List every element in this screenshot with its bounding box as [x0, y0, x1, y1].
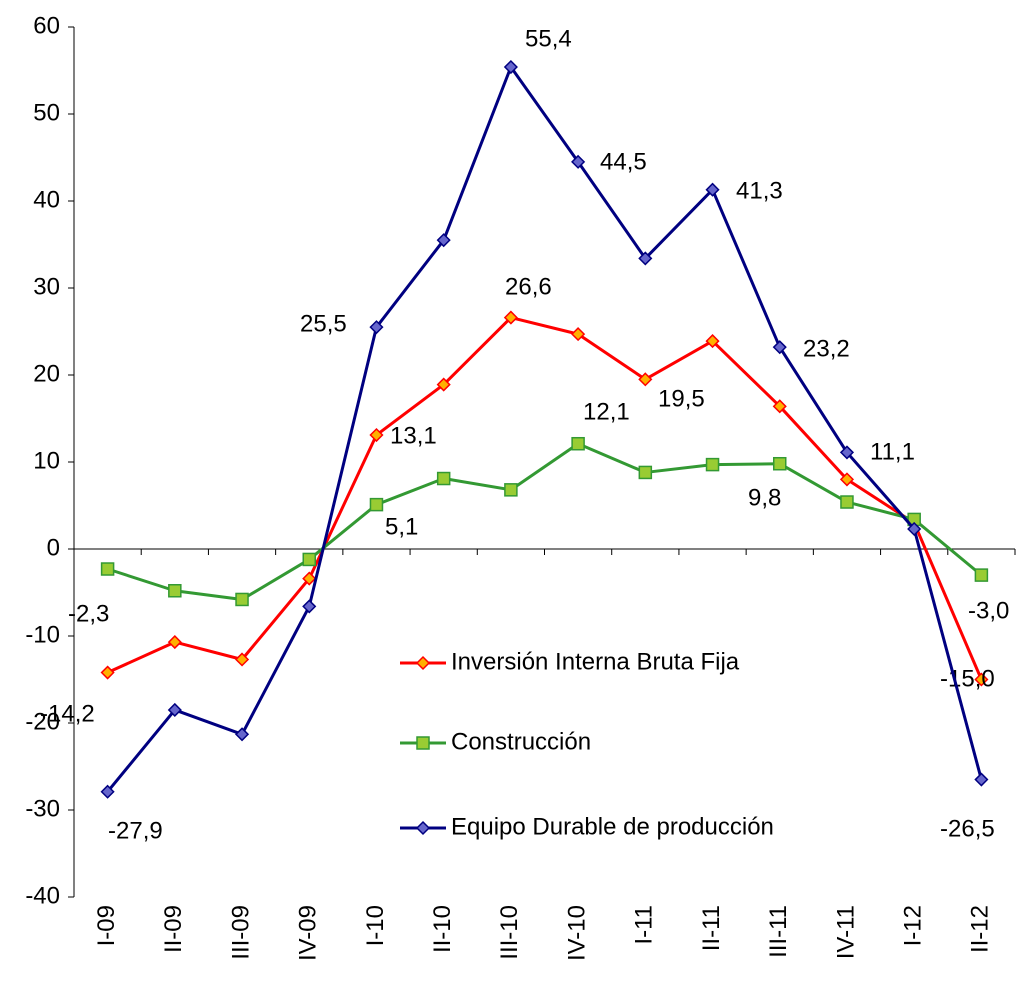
- marker: [839, 472, 855, 487]
- x-tick-label: II-09: [160, 905, 187, 953]
- y-tick-label: -10: [25, 621, 60, 648]
- series-line: [106, 65, 983, 793]
- marker: [974, 568, 989, 582]
- data-label: 5,1: [385, 513, 418, 540]
- data-label: 19,5: [658, 385, 705, 412]
- marker: [638, 465, 653, 480]
- marker: [638, 251, 653, 266]
- marker: [839, 445, 855, 460]
- y-tick-label: 20: [33, 360, 60, 387]
- y-tick-label: 50: [33, 99, 60, 126]
- marker: [974, 772, 989, 787]
- legend-label: Construcción: [451, 728, 591, 755]
- data-label: 44,5: [600, 148, 647, 175]
- y-tick-label: -30: [25, 795, 60, 822]
- y-tick-label: 10: [33, 447, 60, 474]
- marker: [369, 497, 384, 512]
- x-tick-label: I-10: [362, 905, 389, 946]
- data-label: -15,0: [940, 665, 995, 692]
- y-tick-label: 60: [33, 12, 60, 39]
- x-tick-label: I-09: [93, 905, 120, 946]
- x-tick-label: I-11: [631, 905, 658, 945]
- x-tick-label: III-10: [496, 905, 523, 960]
- data-label: 11,1: [870, 438, 915, 465]
- marker: [571, 154, 586, 169]
- series-line: [106, 316, 983, 681]
- data-label: -2,3: [68, 600, 109, 627]
- legend-label: Equipo Durable de producción: [451, 813, 774, 840]
- x-tick-label: III-09: [227, 905, 254, 960]
- marker: [369, 427, 384, 443]
- marker: [773, 456, 787, 471]
- y-tick-label: 30: [33, 273, 60, 300]
- marker: [840, 495, 854, 509]
- marker: [302, 571, 317, 586]
- marker: [705, 457, 720, 472]
- marker: [772, 340, 787, 355]
- marker: [100, 784, 115, 799]
- marker: [168, 584, 182, 598]
- marker: [436, 233, 451, 248]
- marker: [415, 820, 431, 836]
- x-tick-label: IV-11: [832, 905, 859, 959]
- marker: [705, 182, 720, 197]
- marker: [369, 320, 384, 335]
- marker: [302, 552, 316, 567]
- data-label: 25,5: [300, 310, 347, 337]
- y-tick-label: -40: [25, 882, 60, 909]
- y-tick-label: -20: [25, 708, 60, 735]
- x-tick-label: I-12: [900, 905, 927, 946]
- marker: [772, 399, 787, 414]
- x-tick-label: III-11: [765, 905, 792, 958]
- marker: [974, 672, 989, 687]
- data-label: -14,2: [40, 700, 95, 727]
- marker: [234, 652, 250, 667]
- x-tick-label: II-11: [698, 905, 725, 951]
- marker: [416, 736, 430, 750]
- series-line: [107, 442, 983, 601]
- data-label: 26,6: [505, 273, 552, 300]
- data-label: 23,2: [803, 335, 850, 362]
- marker: [167, 702, 182, 718]
- x-tick-label: II-10: [429, 905, 456, 953]
- y-tick-label: 0: [47, 534, 60, 561]
- legend-label: Inversión Interna Bruta Fija: [451, 648, 740, 675]
- data-label: 9,8: [748, 484, 781, 511]
- x-tick-label: IV-10: [563, 905, 590, 961]
- marker: [234, 727, 250, 742]
- marker: [436, 377, 451, 392]
- x-tick-label: II-12: [967, 905, 994, 953]
- data-label: -3,0: [968, 597, 1009, 624]
- marker: [638, 372, 653, 387]
- marker: [100, 665, 115, 680]
- marker: [503, 59, 518, 75]
- x-tick-label: IV-09: [295, 905, 322, 961]
- marker: [302, 599, 317, 614]
- marker: [503, 310, 518, 325]
- data-label: 12,1: [583, 398, 630, 425]
- marker: [415, 655, 431, 671]
- marker: [436, 471, 451, 486]
- data-label: -27,9: [108, 817, 163, 844]
- data-label: 55,4: [525, 25, 572, 52]
- y-tick-label: 40: [33, 186, 60, 213]
- marker: [705, 334, 720, 349]
- marker: [167, 635, 182, 650]
- marker: [235, 592, 249, 607]
- marker: [907, 521, 922, 537]
- marker: [571, 327, 586, 342]
- marker: [504, 483, 518, 497]
- data-label: 41,3: [736, 177, 783, 204]
- data-label: 13,1: [390, 422, 437, 449]
- marker: [100, 562, 115, 576]
- data-label: -26,5: [940, 815, 995, 842]
- marker: [571, 436, 585, 451]
